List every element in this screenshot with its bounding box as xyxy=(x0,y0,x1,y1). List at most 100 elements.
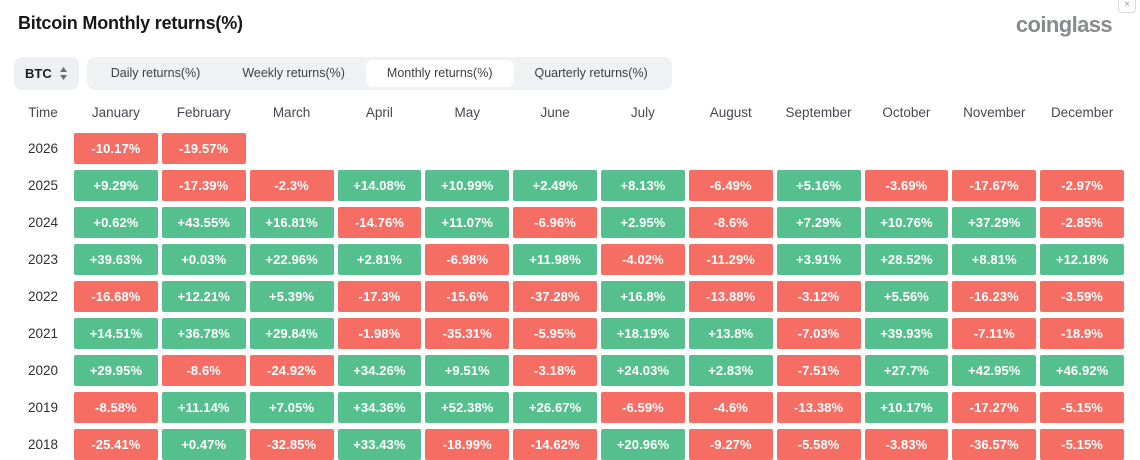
return-cell-wrap: +46.92% xyxy=(1038,355,1126,386)
return-cell-wrap: +42.95% xyxy=(950,355,1038,386)
controls-bar: BTC Daily returns(%) Weekly returns(%) Mon… xyxy=(0,57,1140,90)
return-cell-wrap: +39.93% xyxy=(863,318,951,349)
return-cell: -14.62% xyxy=(513,429,597,460)
return-cell-wrap: -14.76% xyxy=(336,207,424,238)
tab-weekly[interactable]: Weekly returns(%) xyxy=(242,66,345,80)
return-cell: +12.18% xyxy=(1040,244,1124,275)
return-cell: -17.27% xyxy=(952,392,1037,423)
return-cell-wrap: -6.49% xyxy=(687,170,775,201)
return-cell: -9.27% xyxy=(688,429,773,460)
return-cell-wrap: +39.63% xyxy=(72,244,160,275)
return-cell-wrap: -6.98% xyxy=(423,244,511,275)
row-year-label: 2018 xyxy=(27,437,59,452)
return-cell: +52.38% xyxy=(425,392,510,423)
return-cell-wrap: +16.81% xyxy=(248,207,336,238)
return-cell-wrap: -3.12% xyxy=(775,281,863,312)
return-cell-wrap: -36.57% xyxy=(950,429,1038,460)
return-cell-wrap: -25.41% xyxy=(72,429,160,460)
return-cell-wrap: -5.58% xyxy=(775,429,863,460)
return-cell: +27.7% xyxy=(864,355,949,386)
return-cell-wrap: +3.91% xyxy=(775,244,863,275)
return-cell: -8.6% xyxy=(688,207,773,238)
return-cell: -3.12% xyxy=(776,281,861,312)
return-cell: -18.9% xyxy=(1040,318,1124,349)
return-cell-wrap: -35.31% xyxy=(423,318,511,349)
tab-daily[interactable]: Daily returns(%) xyxy=(110,66,201,80)
return-cell-wrap: +9.51% xyxy=(423,355,511,386)
return-cell-wrap: +2.81% xyxy=(336,244,424,275)
coinglass-logo: coinglass xyxy=(1015,12,1113,37)
return-cell: +7.29% xyxy=(776,207,861,238)
return-cell: +14.08% xyxy=(337,170,422,201)
return-cell-wrap: +27.7% xyxy=(863,355,951,386)
return-cell-wrap: -2.3% xyxy=(248,170,336,201)
row-year-label: 2026 xyxy=(27,141,59,156)
column-header-month: September xyxy=(785,105,852,120)
return-cell-wrap: -18.99% xyxy=(423,429,511,460)
row-year-label: 2020 xyxy=(27,363,59,378)
return-cell-wrap: -7.03% xyxy=(775,318,863,349)
return-cell-wrap: -2.85% xyxy=(1038,207,1126,238)
return-cell-wrap: +37.29% xyxy=(950,207,1038,238)
return-cell-wrap: +43.55% xyxy=(160,207,248,238)
empty-cell xyxy=(775,133,863,164)
return-cell-wrap: +52.38% xyxy=(423,392,511,423)
tab-quarterly[interactable]: Quarterly returns(%) xyxy=(534,66,648,80)
return-cell: +14.51% xyxy=(74,318,158,349)
return-cell-wrap: -5.15% xyxy=(1038,429,1126,460)
return-cell: +16.8% xyxy=(601,281,685,312)
return-cell-wrap: -8.6% xyxy=(687,207,775,238)
return-cell-wrap: -1.98% xyxy=(336,318,424,349)
return-cell: -16.23% xyxy=(952,281,1037,312)
return-cell-wrap: +36.78% xyxy=(160,318,248,349)
return-cell: +43.55% xyxy=(161,207,246,238)
return-cell-wrap: -19.57% xyxy=(160,133,248,164)
return-cell: +39.93% xyxy=(864,318,949,349)
empty-cell xyxy=(1038,133,1126,164)
return-cell: -5.58% xyxy=(776,429,861,460)
return-cell: +9.51% xyxy=(425,355,510,386)
return-cell-wrap: +7.05% xyxy=(248,392,336,423)
return-cell: +0.47% xyxy=(161,429,246,460)
return-cell: +10.17% xyxy=(864,392,949,423)
return-cell: +10.99% xyxy=(425,170,510,201)
return-cell: +11.14% xyxy=(161,392,246,423)
return-cell: +29.84% xyxy=(249,318,334,349)
row-year-label: 2025 xyxy=(27,178,59,193)
return-cell: -16.68% xyxy=(74,281,158,312)
return-cell-wrap: -8.58% xyxy=(72,392,160,423)
return-cell-wrap: +5.16% xyxy=(775,170,863,201)
row-year-label: 2019 xyxy=(27,400,59,415)
return-cell-wrap: +26.67% xyxy=(511,392,599,423)
return-cell: -17.67% xyxy=(952,170,1037,201)
return-cell: -2.97% xyxy=(1040,170,1124,201)
return-cell: +8.13% xyxy=(601,170,685,201)
return-cell-wrap: -5.95% xyxy=(511,318,599,349)
return-cell-wrap: -10.17% xyxy=(72,133,160,164)
tab-monthly[interactable]: Monthly returns(%) xyxy=(365,60,514,87)
return-cell: +3.91% xyxy=(776,244,861,275)
return-cell: -8.58% xyxy=(74,392,158,423)
return-cell: +9.29% xyxy=(74,170,158,201)
return-cell: -2.3% xyxy=(249,170,334,201)
return-cell-wrap: -37.28% xyxy=(511,281,599,312)
return-cell-wrap: -13.38% xyxy=(775,392,863,423)
return-cell-wrap: -6.96% xyxy=(511,207,599,238)
return-cell-wrap: -5.15% xyxy=(1038,392,1126,423)
return-cell: +20.96% xyxy=(601,429,685,460)
return-cell-wrap: -14.62% xyxy=(511,429,599,460)
return-cell: +5.39% xyxy=(249,281,334,312)
return-cell-wrap: +11.14% xyxy=(160,392,248,423)
return-cell-wrap: +14.08% xyxy=(336,170,424,201)
return-cell: -5.15% xyxy=(1040,392,1124,423)
return-cell-wrap: -17.27% xyxy=(950,392,1038,423)
return-cell: -4.6% xyxy=(688,392,773,423)
return-cell-wrap: +28.52% xyxy=(863,244,951,275)
return-cell-wrap: +33.43% xyxy=(336,429,424,460)
return-cell: -25.41% xyxy=(74,429,158,460)
return-cell-wrap: -17.67% xyxy=(950,170,1038,201)
return-cell: +34.26% xyxy=(337,355,422,386)
symbol-selector[interactable]: BTC xyxy=(14,57,79,90)
close-icon[interactable]: × xyxy=(1118,0,1136,13)
return-cell: +16.81% xyxy=(249,207,334,238)
